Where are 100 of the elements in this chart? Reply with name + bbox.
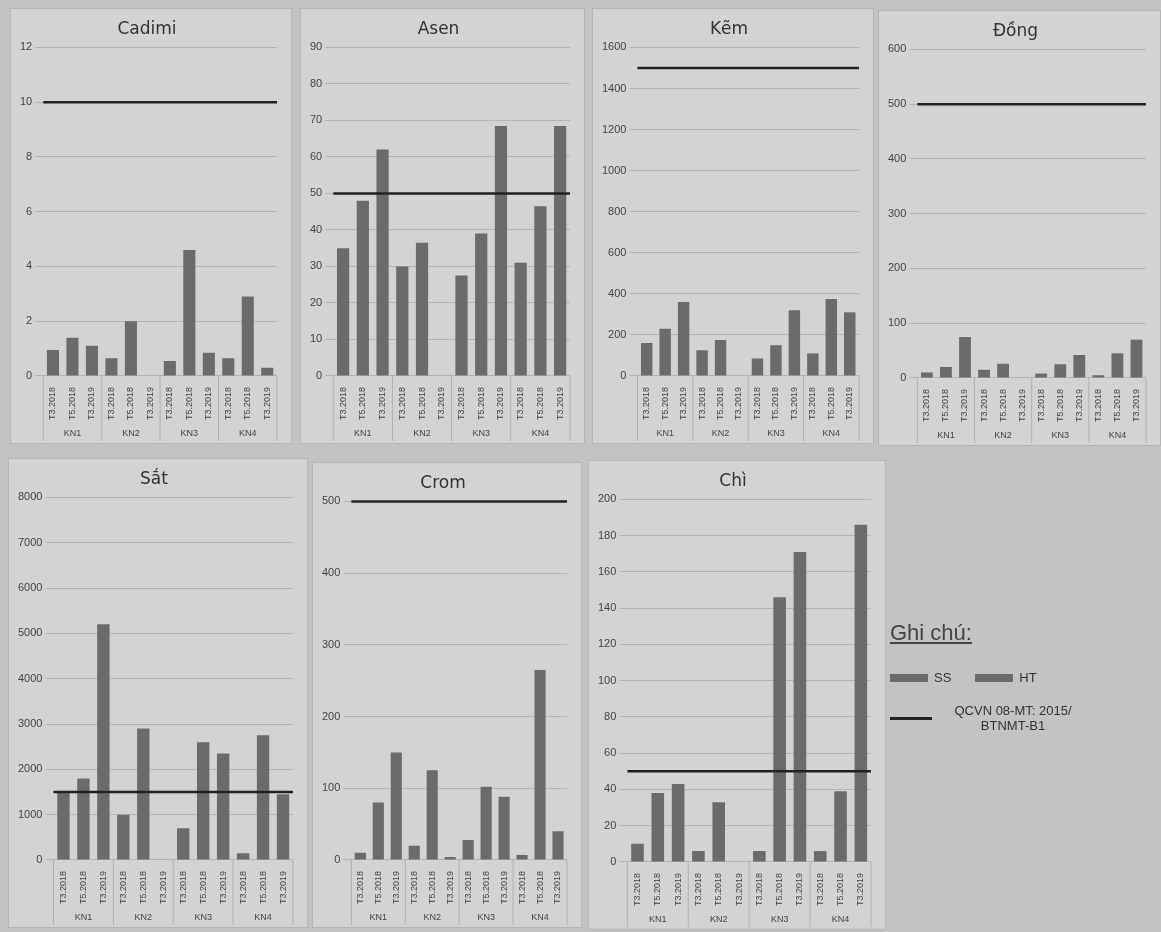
y-tick-label: 600 xyxy=(887,42,907,55)
bar xyxy=(276,794,290,860)
y-tick-label: 20 xyxy=(309,295,323,308)
x-tick-label: T3.2019 xyxy=(261,386,272,421)
x-tick-label: T3.2019 xyxy=(844,386,855,421)
bar xyxy=(196,742,210,860)
bar xyxy=(455,275,468,376)
x-tick-label: T5.2018 xyxy=(197,870,208,905)
bar xyxy=(640,343,653,376)
text: KN3 xyxy=(1051,430,1070,440)
x-tick-label: T5.2018 xyxy=(774,872,785,907)
y-tick-label: 500 xyxy=(321,494,341,507)
x-tick-label: T5.2018 xyxy=(715,386,726,421)
x-tick-label: T3.2018 xyxy=(408,870,419,905)
y-tick-label: 600 xyxy=(608,245,627,258)
x-tick-label: T3.2019 xyxy=(678,386,689,421)
bar xyxy=(390,752,402,860)
bar xyxy=(77,778,90,860)
bar xyxy=(97,624,110,860)
bar xyxy=(1073,354,1086,378)
y-tick-label: 200 xyxy=(321,709,341,722)
y-tick-label: 4 xyxy=(26,259,33,272)
text: KN1 xyxy=(369,912,388,922)
x-tick-label: T3.2019 xyxy=(1016,388,1027,423)
y-tick-label: 8 xyxy=(26,149,33,162)
text: HT xyxy=(1019,670,1037,685)
y-tick-label: 180 xyxy=(597,528,617,541)
x-tick-label: T3.2019 xyxy=(733,386,744,421)
bar xyxy=(793,551,807,862)
text: KN3 xyxy=(767,428,785,438)
bar xyxy=(105,358,118,376)
x-tick-label: T3.2019 xyxy=(672,872,683,907)
y-tick-label: 1000 xyxy=(17,807,43,820)
x-tick-label: T3.2019 xyxy=(495,386,506,421)
bar xyxy=(773,597,786,862)
bar xyxy=(356,200,369,376)
bar xyxy=(1092,375,1105,378)
bar xyxy=(415,242,429,376)
text: KN2 xyxy=(709,914,728,924)
y-tick-label: 100 xyxy=(597,673,617,686)
x-tick-label: T3.2018 xyxy=(631,872,642,907)
x-tick-label: T3.2018 xyxy=(164,386,175,421)
x-tick-label: T3.2018 xyxy=(337,386,348,421)
x-tick-label: T5.2018 xyxy=(1111,388,1122,423)
x-tick-label: T5.2018 xyxy=(372,870,383,905)
y-tick-label: 200 xyxy=(608,327,627,340)
text: KN4 xyxy=(254,912,272,922)
x-tick-label: T5.2018 xyxy=(77,870,88,905)
x-tick-label: T3.2018 xyxy=(237,870,248,905)
y-tick-label: 6 xyxy=(26,204,33,217)
x-tick-label: T5.2018 xyxy=(426,870,437,905)
text: KN2 xyxy=(122,428,140,438)
y-tick-label: 40 xyxy=(604,782,617,795)
text: KN1 xyxy=(656,428,674,438)
x-tick-label: T5.2018 xyxy=(242,386,253,421)
bar xyxy=(788,310,801,376)
x-tick-label: T3.2018 xyxy=(696,386,707,421)
bar xyxy=(751,358,764,376)
x-tick-label: T3.2018 xyxy=(177,870,188,905)
text: KN4 xyxy=(822,428,841,438)
y-tick-label: 0 xyxy=(620,369,627,382)
chart-title: Đồng xyxy=(992,19,1039,40)
y-tick-label: 0 xyxy=(610,855,617,868)
bar xyxy=(137,728,150,860)
x-tick-label: T5.2018 xyxy=(534,870,545,905)
y-tick-label: 0 xyxy=(36,853,43,866)
bar xyxy=(372,802,384,860)
bar xyxy=(552,831,564,860)
x-tick-label: T3.2018 xyxy=(641,386,652,421)
x-tick-label: T3.2019 xyxy=(959,388,970,423)
x-tick-label: T3.2018 xyxy=(222,386,233,421)
x-tick-label: T5.2018 xyxy=(770,386,781,421)
bar xyxy=(241,296,254,376)
bar xyxy=(183,250,196,376)
bar xyxy=(498,796,510,860)
x-tick-label: T3.2018 xyxy=(462,870,473,905)
text: KN2 xyxy=(413,428,431,438)
y-tick-label: 8000 xyxy=(17,490,43,503)
y-tick-label: 1600 xyxy=(601,40,627,53)
bar xyxy=(426,770,438,860)
x-tick-label: T3.2018 xyxy=(751,386,762,421)
y-tick-label: 70 xyxy=(309,113,323,126)
y-tick-label: 2 xyxy=(26,314,33,327)
text: KN4 xyxy=(531,912,549,922)
bar xyxy=(834,791,847,862)
y-tick-label: 0 xyxy=(26,369,33,382)
x-tick-label: T3.2019 xyxy=(552,870,563,905)
bar xyxy=(978,369,990,378)
text: KN1 xyxy=(937,430,955,440)
text: KN2 xyxy=(711,428,730,438)
y-tick-label: 400 xyxy=(608,286,627,299)
bar xyxy=(692,851,705,862)
x-tick-label: T5.2018 xyxy=(1054,388,1065,423)
x-tick-label: T3.2018 xyxy=(396,386,407,421)
bar xyxy=(216,753,230,860)
y-tick-label: 90 xyxy=(309,40,323,53)
bar xyxy=(659,328,671,376)
chart-title: Crom xyxy=(420,471,466,492)
y-tick-label: 80 xyxy=(309,76,323,89)
text: KN4 xyxy=(531,428,550,438)
